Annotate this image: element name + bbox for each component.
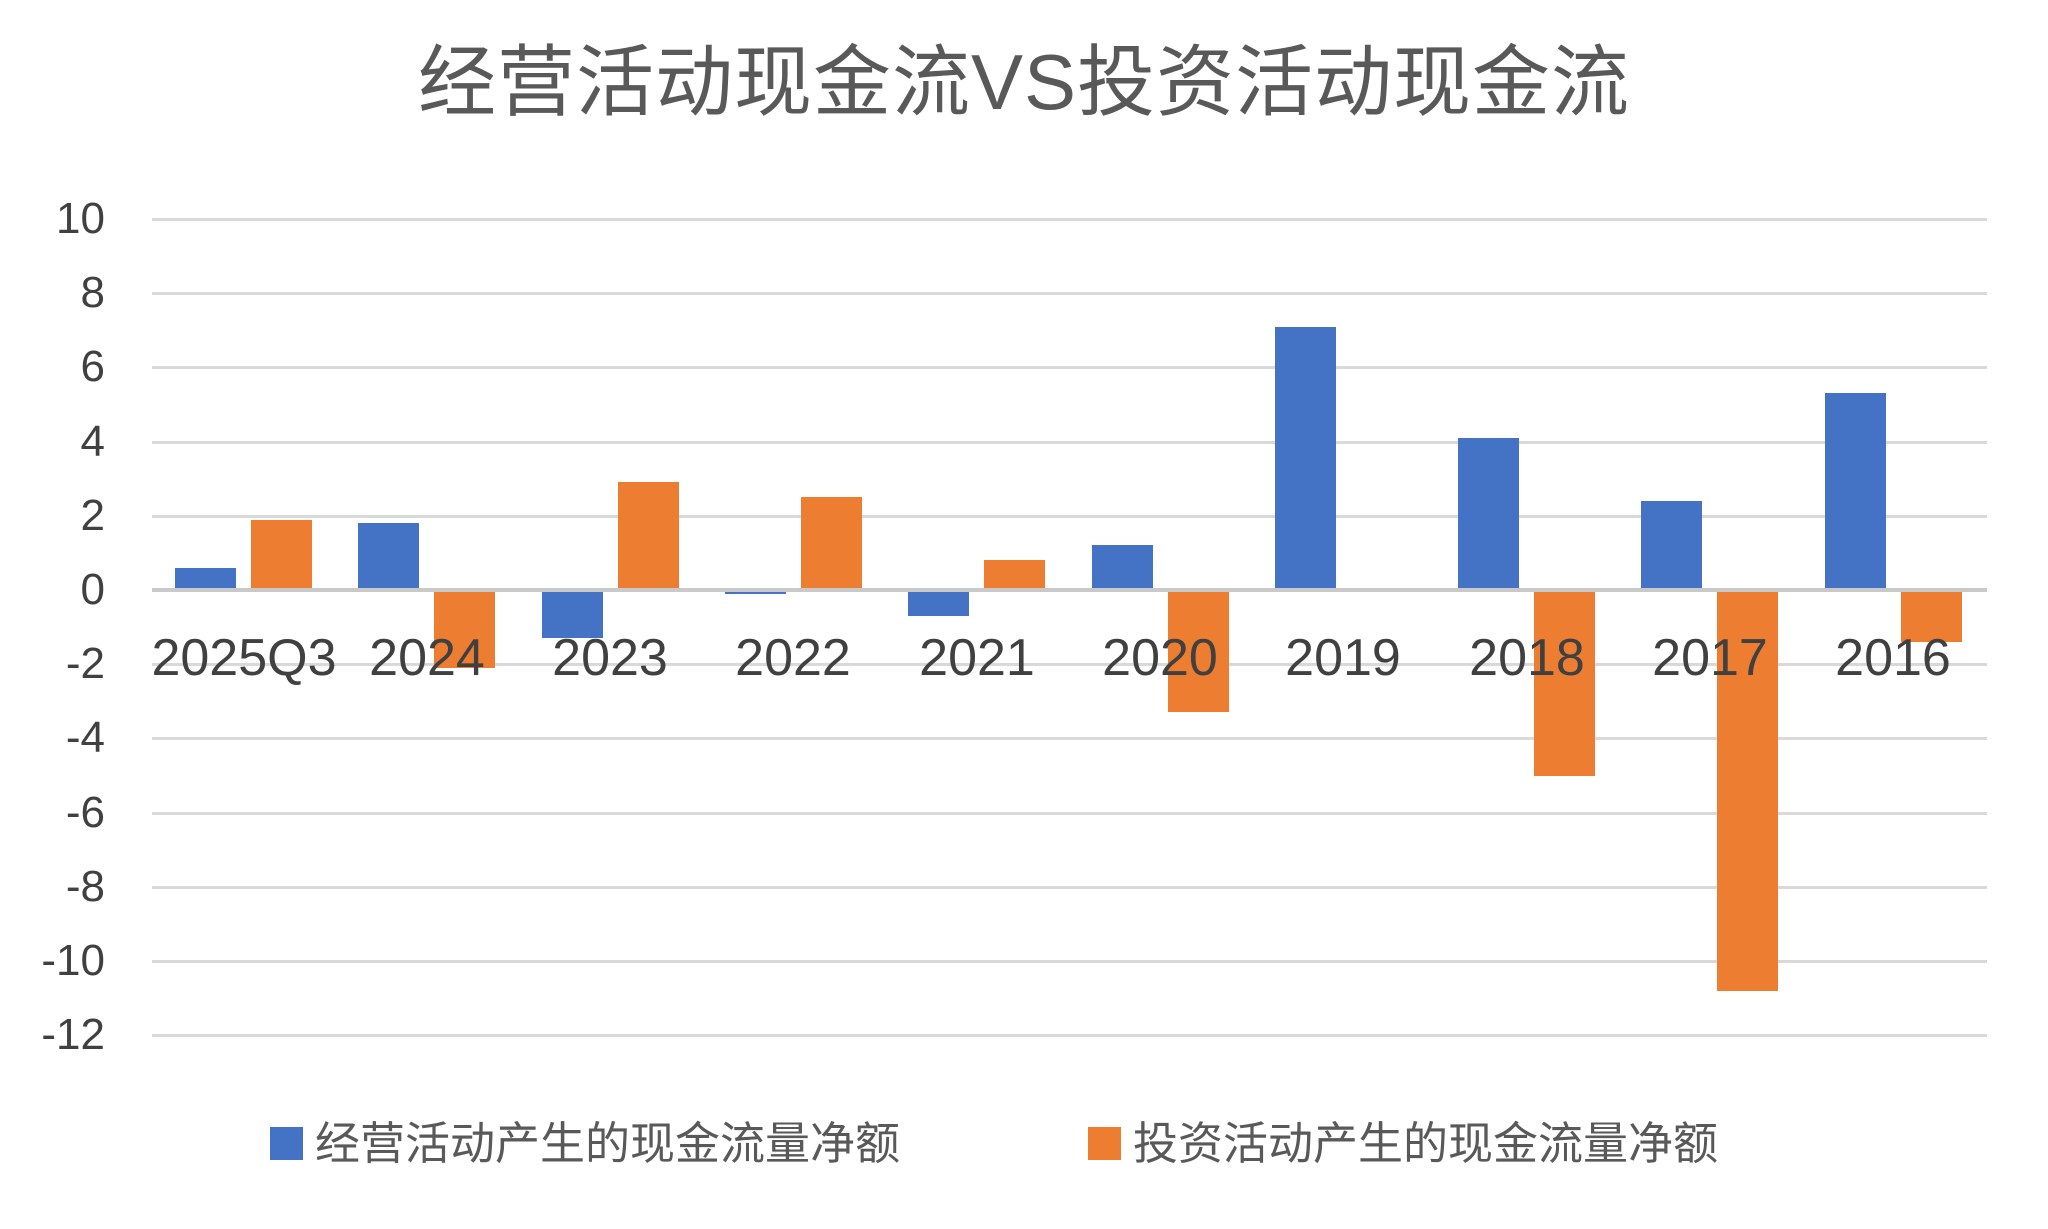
bar-investing-2018	[1534, 590, 1595, 776]
bar-operating-2023	[542, 590, 603, 638]
y-axis-tick-10: 10	[56, 194, 105, 243]
legend-swatch-investing	[1088, 1127, 1121, 1160]
category-label-2016: 2016	[1835, 629, 1951, 687]
bar-operating-2021	[908, 590, 969, 616]
x-axis-zero-line	[152, 588, 1987, 592]
y-axis-tick-2: 2	[80, 490, 105, 540]
bar-investing-2016	[1901, 590, 1962, 642]
bar-investing-2023	[618, 482, 679, 590]
bar-operating-2016	[1825, 393, 1886, 590]
bar-operating-2020	[1092, 545, 1153, 590]
bar-operating-2018	[1458, 438, 1519, 590]
bar-investing-2024	[434, 590, 495, 668]
category-label-2017: 2017	[1652, 629, 1768, 687]
y-axis-tick--10: -10	[41, 936, 105, 985]
gridline-y--10	[152, 960, 1987, 963]
gridline-y-4	[152, 440, 1987, 444]
gridline-y--2	[152, 663, 1987, 667]
category-label-2023: 2023	[552, 629, 668, 687]
y-axis-tick--6: -6	[65, 787, 105, 837]
bar-investing-2021	[984, 560, 1045, 590]
gridline-y--8	[152, 885, 1987, 889]
category-label-2024: 2024	[369, 629, 485, 687]
gridline-y--4	[152, 737, 1987, 741]
bar-operating-2017	[1641, 501, 1702, 590]
gridline-y-8	[152, 292, 1987, 296]
y-axis-tick-8: 8	[80, 268, 105, 318]
category-label-2021: 2021	[919, 629, 1035, 687]
bar-operating-2019	[1275, 327, 1336, 590]
bar-operating-2022	[725, 590, 786, 594]
legend-swatch-operating	[270, 1127, 303, 1160]
category-label-2019: 2019	[1285, 629, 1401, 687]
chart-title: 经营活动现金流VS投资活动现金流	[417, 38, 1631, 126]
y-axis-tick--12: -12	[41, 1010, 105, 1060]
y-axis-tick--4: -4	[65, 713, 105, 763]
y-axis-tick--2: -2	[65, 639, 105, 689]
bar-investing-2025Q3	[251, 520, 312, 590]
y-axis-tick-0: 0	[80, 565, 105, 614]
category-label-2022: 2022	[735, 629, 851, 687]
category-label-2020: 2020	[1102, 629, 1218, 687]
y-axis-tick-4: 4	[80, 416, 105, 466]
gridline-y-10	[152, 218, 1987, 221]
gridline-y-6	[152, 366, 1987, 370]
chart-legend: 经营活动产生的现金流量净额 投资活动产生的现金流量净额	[0, 1118, 2048, 1178]
bar-operating-2024	[358, 523, 419, 590]
bar-investing-2020	[1168, 590, 1229, 712]
y-axis-tick--8: -8	[65, 861, 105, 911]
legend-label-investing: 投资活动产生的现金流量净额	[1133, 1118, 1719, 1169]
bar-investing-2022	[801, 497, 862, 590]
bar-investing-2017	[1717, 590, 1778, 991]
bar-operating-2025Q3	[175, 568, 236, 590]
category-label-2018: 2018	[1469, 629, 1585, 687]
gridline-y--6	[152, 811, 1987, 815]
gridline-y-2	[152, 514, 1987, 518]
y-axis-tick-6: 6	[80, 342, 105, 392]
legend-label-operating: 经营活动产生的现金流量净额	[315, 1118, 901, 1169]
gridline-y--12	[152, 1034, 1987, 1038]
category-label-2025Q3: 2025Q3	[151, 629, 337, 687]
